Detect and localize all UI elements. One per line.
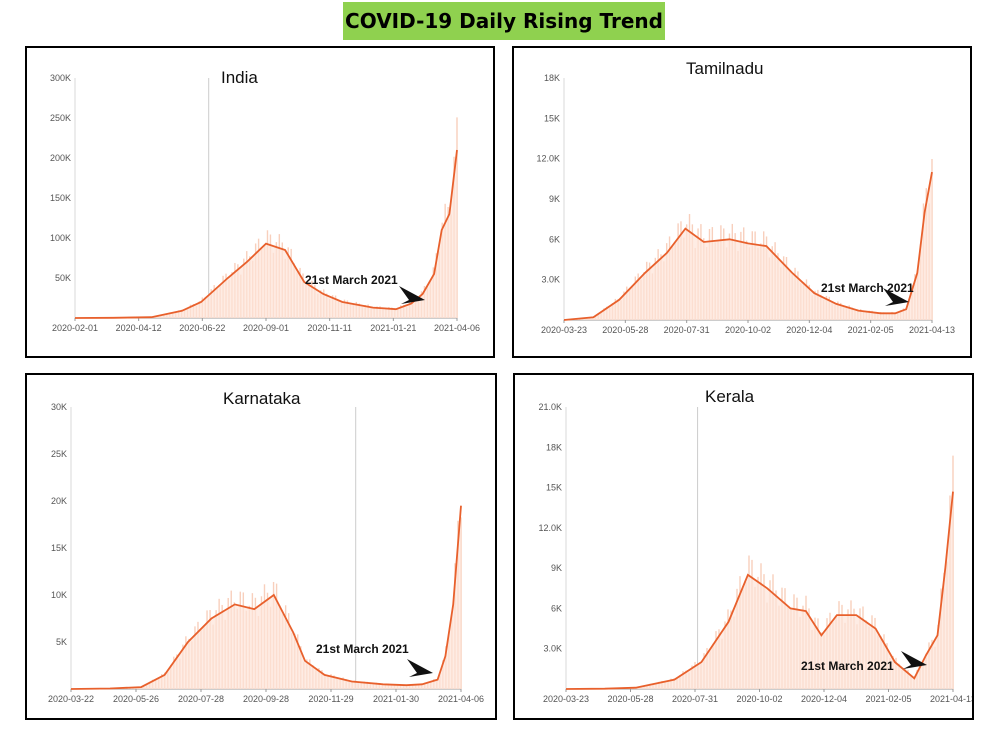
page-title: COVID-19 Daily Rising Trend (343, 2, 665, 40)
chart-title-india: India (221, 68, 258, 87)
x-tick-label: 2020-05-28 (607, 694, 653, 704)
x-tick-label: 2020-06-22 (179, 323, 225, 333)
x-tick-label: 2020-05-26 (113, 694, 159, 704)
chart-svg-india: 50K 100K 150K 200K 250K 300K 2020-02-01 2020-04… (50, 73, 480, 333)
y-tick-label: 5K (56, 637, 67, 647)
x-tick-label: 2021-01-30 (373, 694, 419, 704)
chart-svg-kerala: 3.0K 6K 9K 12.0K 15K 18K 21.0K 2020-03-23 2020-0… (538, 402, 972, 704)
x-tick-label: 2020-10-02 (736, 694, 782, 704)
x-tick-label: 2020-07-31 (664, 325, 710, 335)
y-tick-label: 9K (549, 194, 560, 204)
x-tick-label: 2020-11-11 (307, 323, 352, 333)
series-area (71, 505, 461, 689)
annotation-arrow-icon (399, 286, 425, 304)
annotation-arrow-icon (407, 659, 433, 677)
x-tick-label: 2020-09-28 (243, 694, 289, 704)
x-tick-label: 2020-07-31 (672, 694, 718, 704)
chart-panel-tamilnadu: 3.0K 6K 9K 12.0K 15K 18K 2020-03-23 2020-05-28 2… (512, 46, 972, 358)
annotation-label: 21st March 2021 (801, 659, 894, 673)
y-tick-label: 200K (50, 153, 71, 163)
annotation-arrow-icon (901, 651, 927, 669)
x-tick-label: 2021-04-06 (438, 694, 484, 704)
y-tick-label: 3.0K (541, 275, 560, 285)
x-tick-label: 2020-09-01 (243, 323, 289, 333)
x-tick-label: 2021-04-13 (909, 325, 955, 335)
series-line (74, 149, 458, 319)
chart-title-karnataka: Karnataka (223, 389, 301, 408)
annotation-label: 21st March 2021 (316, 642, 409, 656)
annotation-label: 21st March 2021 (821, 281, 914, 295)
y-tick-label: 18K (546, 442, 562, 452)
x-tick-label: 2020-03-23 (543, 694, 589, 704)
chart-panel-kerala: 3.0K 6K 9K 12.0K 15K 18K 21.0K 2020-03-23 2020-0… (513, 373, 974, 720)
x-tick-label: 2020-03-22 (48, 694, 94, 704)
chart-svg-tamilnadu: 3.0K 6K 9K 12.0K 15K 18K 2020-03-23 2020-05-28 2… (536, 73, 955, 335)
y-tick-label: 6K (551, 603, 562, 613)
series-area (566, 491, 953, 689)
y-tick-label: 6K (549, 234, 560, 244)
series-line (563, 171, 933, 321)
chart-svg-karnataka: 5K 10K 15K 20K 25K 30K 2020-03-22 2020-05-26 202… (48, 402, 484, 704)
x-tick-label: 2021-04-06 (434, 323, 480, 333)
y-tick-label: 50K (55, 273, 71, 283)
x-tick-label: 2020-12-04 (786, 325, 832, 335)
chart-title-kerala: Kerala (705, 387, 755, 406)
x-tick-label: 2020-03-23 (541, 325, 587, 335)
y-tick-label: 25K (51, 449, 67, 459)
y-tick-label: 250K (50, 113, 71, 123)
chart-panel-karnataka: 5K 10K 15K 20K 25K 30K 2020-03-22 2020-05-26 202… (25, 373, 497, 720)
x-tick-label: 2021-02-05 (848, 325, 894, 335)
x-tick-label: 2021-04-13 (930, 694, 972, 704)
series-line (565, 491, 954, 690)
y-tick-label: 12.0K (538, 523, 562, 533)
series-line (70, 505, 462, 690)
y-tick-label: 10K (51, 590, 67, 600)
y-tick-label: 15K (51, 543, 67, 553)
series-area (564, 172, 932, 320)
x-tick-label: 2021-02-05 (865, 694, 911, 704)
y-tick-label: 18K (544, 73, 560, 83)
chart-panel-india: 50K 100K 150K 200K 250K 300K 2020-02-01 2020-04… (25, 46, 495, 358)
series-area (75, 150, 457, 318)
y-tick-label: 9K (551, 563, 562, 573)
y-tick-label: 20K (51, 496, 67, 506)
annotation-arrow-icon (883, 288, 909, 306)
x-tick-label: 2020-05-28 (602, 325, 648, 335)
x-tick-label: 2020-10-02 (725, 325, 771, 335)
y-tick-label: 21.0K (538, 402, 562, 412)
x-tick-label: 2020-04-12 (116, 323, 162, 333)
x-tick-label: 2020-11-29 (308, 694, 353, 704)
x-tick-label: 2020-02-01 (52, 323, 98, 333)
x-tick-label: 2021-01-21 (370, 323, 416, 333)
y-tick-label: 100K (50, 233, 71, 243)
annotation-label: 21st March 2021 (305, 273, 398, 287)
x-tick-label: 2020-12-04 (801, 694, 847, 704)
y-tick-label: 300K (50, 73, 71, 83)
chart-title-tamilnadu: Tamilnadu (686, 59, 764, 78)
y-tick-label: 15K (544, 113, 560, 123)
y-tick-label: 3.0K (543, 644, 562, 654)
y-tick-label: 15K (546, 483, 562, 493)
y-tick-label: 150K (50, 193, 71, 203)
y-tick-label: 12.0K (536, 154, 560, 164)
y-tick-label: 30K (51, 402, 67, 412)
x-tick-label: 2020-07-28 (178, 694, 224, 704)
